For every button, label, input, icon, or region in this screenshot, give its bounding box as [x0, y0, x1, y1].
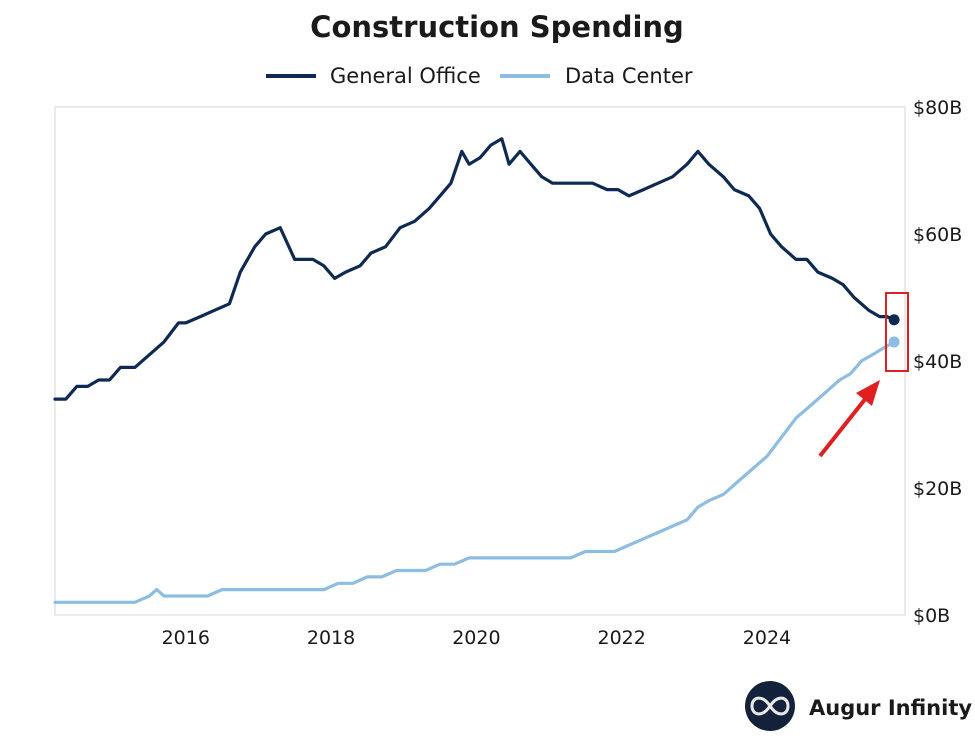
x-axis: 2016 2018 2020 2022 2024: [162, 627, 792, 649]
y-tick-label: $80B: [913, 97, 962, 119]
y-tick-label: $40B: [913, 351, 962, 373]
y-tick-label: $60B: [913, 224, 962, 246]
series-layer: [53, 137, 900, 604]
x-tick-label: 2022: [597, 627, 645, 649]
y-axis: $0B $20B $40B $60B $80B: [913, 97, 962, 627]
highlight-annotation: [818, 292, 909, 458]
y-tick-label: $0B: [913, 605, 950, 627]
infinity-icon: [750, 696, 790, 716]
x-tick-label: 2020: [452, 627, 500, 649]
brand: Augur Infinity: [745, 681, 972, 731]
plot-area: [54, 106, 906, 616]
legend-label-data-center: Data Center: [565, 64, 693, 88]
brand-name: Augur Infinity: [809, 696, 972, 720]
chart-title: Construction Spending: [310, 10, 684, 44]
x-tick-label: 2024: [743, 627, 791, 649]
highlight-arrowhead: [856, 380, 880, 406]
y-tick-label: $20B: [913, 478, 962, 500]
series-line-data-center: [53, 340, 896, 604]
series-end-marker-general-office: [888, 314, 900, 326]
legend: General Office Data Center: [266, 64, 693, 88]
series-line-general-office: [53, 137, 896, 401]
x-tick-label: 2018: [307, 627, 355, 649]
x-tick-label: 2016: [162, 627, 210, 649]
series-end-marker-data-center: [888, 336, 900, 348]
highlight-arrow-shaft: [818, 396, 868, 458]
legend-label-general-office: General Office: [330, 64, 481, 88]
highlight-box: [885, 292, 909, 372]
